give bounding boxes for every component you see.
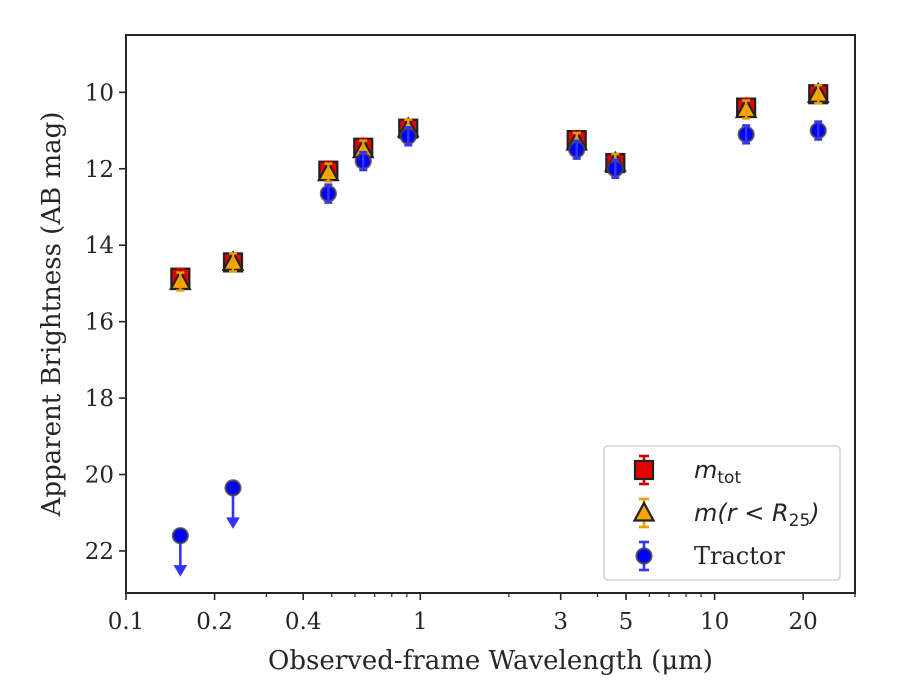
y-tick-label: 18 (85, 386, 114, 412)
legend-marker (633, 459, 655, 481)
x-tick-label: 10 (700, 609, 729, 635)
legend-item-tractor: Tractor (635, 540, 785, 572)
mtot-series (170, 84, 829, 288)
tractor-point (224, 479, 242, 497)
y-tick-label: 22 (85, 539, 114, 565)
data-marks (169, 81, 830, 577)
y-tick-label: 10 (85, 80, 114, 106)
x-tick-label: 0.2 (196, 609, 233, 635)
legend-label: Tractor (694, 542, 785, 570)
legend-item-mtot: mtot (633, 454, 741, 488)
x-tick-label: 0.1 (108, 609, 145, 635)
tractor-point (171, 527, 189, 545)
axes-frame (125, 34, 856, 594)
x-axis-label: Observed-frame Wavelength (μm) (268, 646, 713, 676)
x-tick-label: 1 (413, 609, 428, 635)
x-tick-label: 0.4 (285, 609, 322, 635)
y-tick-label: 14 (85, 233, 114, 259)
y-axis-label: Apparent Brightness (AB mag) (37, 112, 67, 518)
x-tick-label: 20 (789, 609, 818, 635)
legend: mtot m(r < R25) Tractor (603, 445, 841, 581)
y-tick-label: 16 (85, 310, 114, 336)
upper-limit-arrowhead (226, 517, 240, 529)
tractor-series (171, 120, 827, 577)
legend-item-mr25: m(r < R25) (632, 497, 820, 531)
x-tick-label: 3 (553, 609, 568, 635)
legend-label: m(r < R25) (694, 499, 820, 531)
y-tick-label: 20 (85, 463, 114, 489)
legend-label: mtot (694, 456, 741, 488)
x-axis: 0.1 0.2 0.4 1 3 5 10 20 (108, 593, 856, 635)
y-tick-label: 12 (85, 157, 114, 183)
legend-marker (632, 500, 656, 522)
mr25-series (169, 81, 830, 292)
y-axis: 10 12 14 16 18 20 22 (85, 80, 126, 565)
legend-box (603, 445, 841, 581)
legend-marker (635, 547, 653, 565)
upper-limit-arrowhead (173, 565, 188, 577)
x-tick-label: 5 (619, 609, 634, 635)
